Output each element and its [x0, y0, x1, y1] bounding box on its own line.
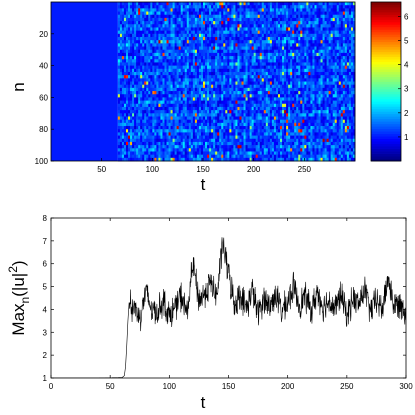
line-x-tick-label: 50: [106, 382, 115, 391]
heatmap-x-ticks: 50 100 150 200 250: [97, 158, 312, 174]
line-y-ticks: 1 2 3 4 5 6 7 8: [43, 214, 406, 383]
heatmap-y-axis-label: n: [9, 82, 28, 91]
line-y-tick-label: 5: [43, 283, 48, 292]
line-y-tick-label: 3: [43, 328, 48, 337]
heatmap-uniform-region: [51, 2, 118, 161]
colorbar-tick-label: 4: [404, 61, 409, 70]
colorbar-frame: [370, 1, 402, 162]
colorbar-ticks: 1 2 3 4 5 6: [398, 12, 409, 142]
heatmap-x-axis-label: t: [201, 175, 206, 194]
heatmap-x-tick-label: 150: [196, 165, 210, 174]
line-y-label-main: Max: [9, 303, 28, 336]
line-x-tick-label: 100: [163, 382, 177, 391]
heatmap-x-tick-label: 200: [247, 165, 261, 174]
line-y-tick-label: 6: [43, 260, 48, 269]
heatmap-x-tick-label: 100: [146, 165, 160, 174]
colorbar-gradient: [371, 2, 401, 162]
line-y-axis-label: Maxn(|u|2): [6, 260, 32, 335]
line-x-tick-label: 250: [340, 382, 354, 391]
line-x-axis-label: t: [201, 393, 206, 412]
line-y-label-sub: n: [18, 297, 32, 304]
line-y-tick-label: 2: [43, 351, 48, 360]
line-y-tick-label: 8: [43, 214, 48, 223]
heatmap-y-tick-label: 60: [39, 93, 48, 102]
heatmap-y-tick-label: 20: [39, 30, 48, 39]
line-x-tick-label: 300: [399, 382, 413, 391]
line-y-tick-label: 7: [43, 237, 48, 246]
heatmap-y-tick-label: 80: [39, 125, 48, 134]
line-x-tick-label: 0: [49, 382, 54, 391]
colorbar-tick-label: 6: [404, 12, 409, 21]
line-y-tick-label: 4: [43, 305, 48, 314]
line-x-tick-label: 200: [281, 382, 295, 391]
line-y-tick-label: 1: [43, 374, 48, 383]
heatmap-y-ticks: 20 40 60 80 100: [35, 30, 54, 166]
colorbar-tick-label: 5: [404, 37, 409, 46]
line-y-label-sup: 2: [6, 266, 20, 273]
heatmap-cells: [51, 2, 356, 162]
heatmap-x-tick-label: 50: [97, 165, 106, 174]
line-y-label-arg: (|u|: [9, 273, 28, 297]
heatmap-x-tick-label: 250: [298, 165, 312, 174]
line-x-ticks: 0 50 100 150 200 250 300: [49, 218, 413, 391]
line-plot-frame: [50, 217, 407, 379]
line-y-label-close: ): [9, 260, 28, 266]
heatmap-panel: 50 100 150 200 250 20 40 60 80 100 t n: [9, 1, 356, 194]
heatmap-y-tick-label: 100: [35, 157, 49, 166]
heatmap-y-tick-label: 40: [39, 62, 48, 71]
colorbar: 1 2 3 4 5 6: [370, 1, 409, 162]
line-x-tick-label: 150: [222, 382, 236, 391]
colorbar-tick-label: 2: [404, 109, 409, 118]
colorbar-tick-label: 3: [404, 85, 409, 94]
colorbar-tick-label: 1: [404, 133, 409, 142]
